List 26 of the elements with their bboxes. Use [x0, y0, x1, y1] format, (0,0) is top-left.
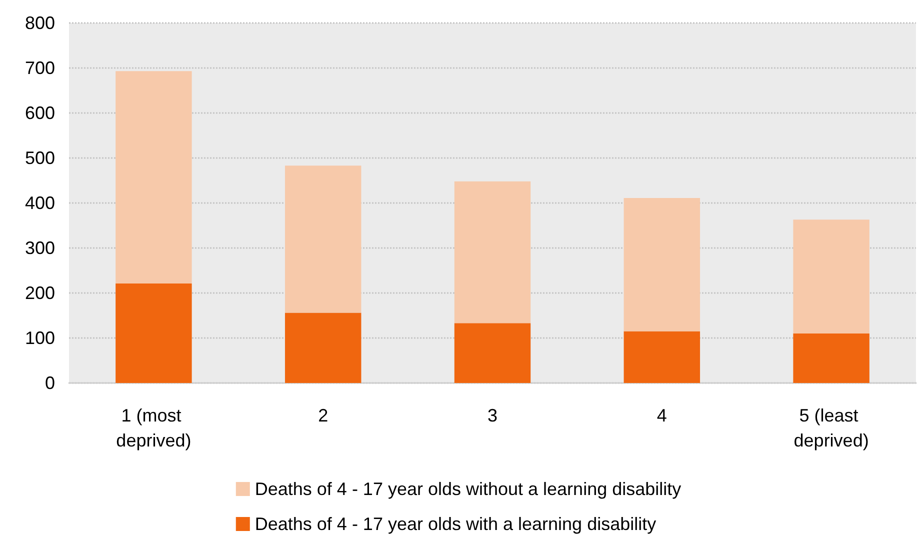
y-tick-label: 800	[24, 13, 55, 33]
legend-label: Deaths of 4 - 17 year olds without a learning disability	[254, 479, 682, 499]
bar	[116, 284, 192, 383]
bar	[116, 71, 192, 284]
bar	[793, 220, 870, 334]
bar	[624, 198, 700, 332]
y-tick-label: 200	[24, 283, 55, 303]
y-tick-label: 100	[24, 328, 55, 348]
x-tick-label: 2	[318, 406, 328, 426]
legend-label: Deaths of 4 - 17 year olds with a learning disability	[254, 514, 656, 534]
y-tick-label: 500	[24, 148, 55, 168]
bar	[624, 331, 700, 383]
y-tick-label: 600	[24, 103, 55, 123]
bar	[454, 181, 531, 324]
x-tick-label: 1 (most deprived)	[116, 406, 192, 450]
bar	[284, 312, 362, 383]
y-tick-label: 0	[44, 373, 55, 393]
bar	[284, 166, 362, 313]
x-tick-label: 4	[656, 406, 667, 426]
bar	[793, 334, 870, 383]
x-tick-label: 5 (least deprived)	[794, 406, 869, 450]
y-tick-label: 300	[24, 238, 55, 258]
bar	[454, 323, 531, 383]
x-tick-label: 3	[487, 406, 498, 426]
y-tick-label: 400	[24, 193, 55, 213]
y-tick-label: 700	[24, 58, 55, 78]
